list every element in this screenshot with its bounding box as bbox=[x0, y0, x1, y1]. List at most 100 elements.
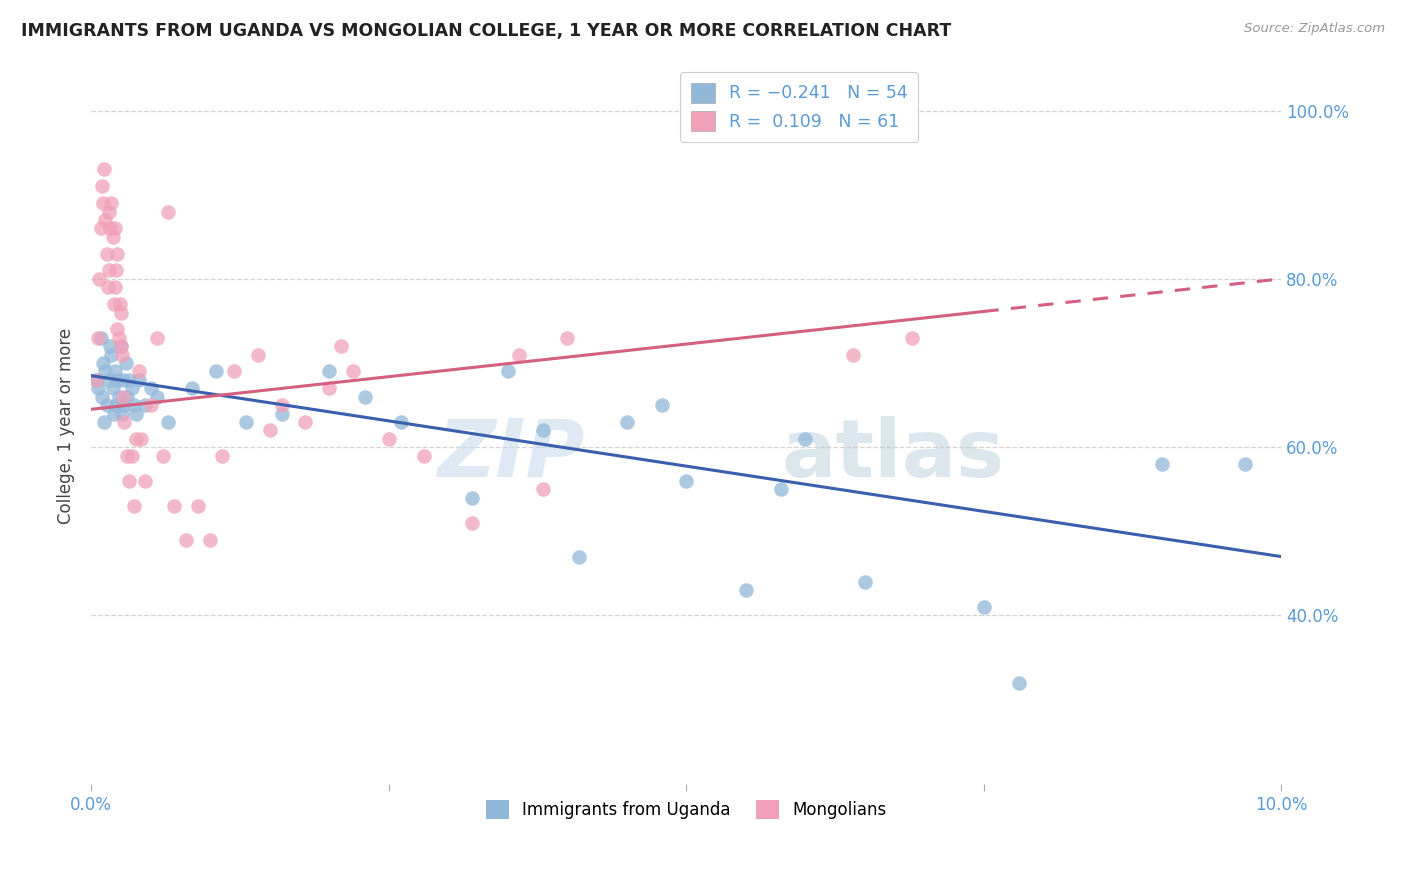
Point bbox=[105, 373, 128, 387]
Point bbox=[110, 339, 132, 353]
Text: IMMIGRANTS FROM UGANDA VS MONGOLIAN COLLEGE, 1 YEAR OR MORE CORRELATION CHART: IMMIGRANTS FROM UGANDA VS MONGOLIAN COLL… bbox=[21, 22, 952, 40]
Point bbox=[128, 373, 150, 387]
Point bbox=[205, 364, 228, 378]
Point bbox=[90, 331, 112, 345]
Point bbox=[235, 415, 257, 429]
Point bbox=[98, 221, 121, 235]
Point bbox=[114, 398, 136, 412]
Point bbox=[111, 407, 134, 421]
Point bbox=[508, 348, 530, 362]
Point bbox=[100, 348, 122, 362]
Point bbox=[342, 364, 364, 378]
Point bbox=[389, 415, 412, 429]
Point bbox=[100, 196, 122, 211]
Point bbox=[110, 305, 132, 319]
Point bbox=[157, 415, 180, 429]
Text: Source: ZipAtlas.com: Source: ZipAtlas.com bbox=[1244, 22, 1385, 36]
Point bbox=[377, 432, 399, 446]
Point bbox=[187, 499, 209, 513]
Point bbox=[96, 246, 118, 260]
Point bbox=[734, 583, 756, 598]
Point bbox=[1234, 457, 1257, 471]
Point bbox=[107, 390, 129, 404]
Point bbox=[103, 407, 125, 421]
Point bbox=[675, 474, 697, 488]
Point bbox=[246, 348, 269, 362]
Point bbox=[104, 364, 127, 378]
Point bbox=[112, 390, 135, 404]
Point bbox=[121, 381, 143, 395]
Point bbox=[103, 297, 125, 311]
Point bbox=[139, 398, 162, 412]
Point bbox=[294, 415, 316, 429]
Point bbox=[531, 482, 554, 496]
Point bbox=[413, 449, 436, 463]
Point bbox=[651, 398, 673, 412]
Point bbox=[353, 390, 375, 404]
Point bbox=[211, 449, 233, 463]
Point bbox=[318, 381, 340, 395]
Point bbox=[105, 246, 128, 260]
Point bbox=[90, 179, 112, 194]
Point bbox=[94, 364, 117, 378]
Point bbox=[531, 423, 554, 437]
Point bbox=[110, 339, 132, 353]
Point bbox=[105, 322, 128, 336]
Point bbox=[973, 600, 995, 615]
Point bbox=[93, 162, 115, 177]
Point bbox=[128, 364, 150, 378]
Point bbox=[270, 398, 292, 412]
Point bbox=[461, 491, 484, 505]
Point bbox=[568, 549, 591, 564]
Point bbox=[118, 474, 141, 488]
Point bbox=[87, 381, 110, 395]
Point bbox=[107, 331, 129, 345]
Point bbox=[115, 449, 138, 463]
Point bbox=[98, 204, 121, 219]
Point bbox=[616, 415, 638, 429]
Point bbox=[318, 364, 340, 378]
Point bbox=[853, 574, 876, 589]
Point bbox=[125, 432, 148, 446]
Point bbox=[125, 407, 148, 421]
Point bbox=[108, 297, 131, 311]
Point bbox=[794, 432, 817, 446]
Point bbox=[98, 373, 121, 387]
Text: ZIP: ZIP bbox=[437, 416, 585, 494]
Point bbox=[112, 373, 135, 387]
Point bbox=[104, 280, 127, 294]
Point bbox=[152, 449, 174, 463]
Point bbox=[129, 432, 152, 446]
Point bbox=[122, 499, 145, 513]
Point bbox=[176, 533, 198, 547]
Point bbox=[84, 373, 107, 387]
Point bbox=[105, 263, 128, 277]
Point bbox=[105, 398, 128, 412]
Point bbox=[134, 474, 156, 488]
Point bbox=[901, 331, 924, 345]
Point bbox=[90, 390, 112, 404]
Point bbox=[145, 331, 167, 345]
Point bbox=[122, 398, 145, 412]
Point bbox=[91, 196, 114, 211]
Point bbox=[121, 449, 143, 463]
Point bbox=[770, 482, 793, 496]
Point bbox=[1150, 457, 1173, 471]
Point bbox=[222, 364, 245, 378]
Point bbox=[93, 415, 115, 429]
Point bbox=[139, 381, 162, 395]
Point bbox=[181, 381, 204, 395]
Point bbox=[163, 499, 186, 513]
Point bbox=[101, 381, 124, 395]
Point bbox=[114, 356, 136, 370]
Point bbox=[98, 339, 121, 353]
Point bbox=[91, 356, 114, 370]
Y-axis label: College, 1 year or more: College, 1 year or more bbox=[58, 328, 75, 524]
Point bbox=[89, 272, 111, 286]
Point bbox=[270, 407, 292, 421]
Point bbox=[841, 348, 863, 362]
Point bbox=[198, 533, 221, 547]
Point bbox=[98, 263, 121, 277]
Point bbox=[259, 423, 281, 437]
Point bbox=[111, 348, 134, 362]
